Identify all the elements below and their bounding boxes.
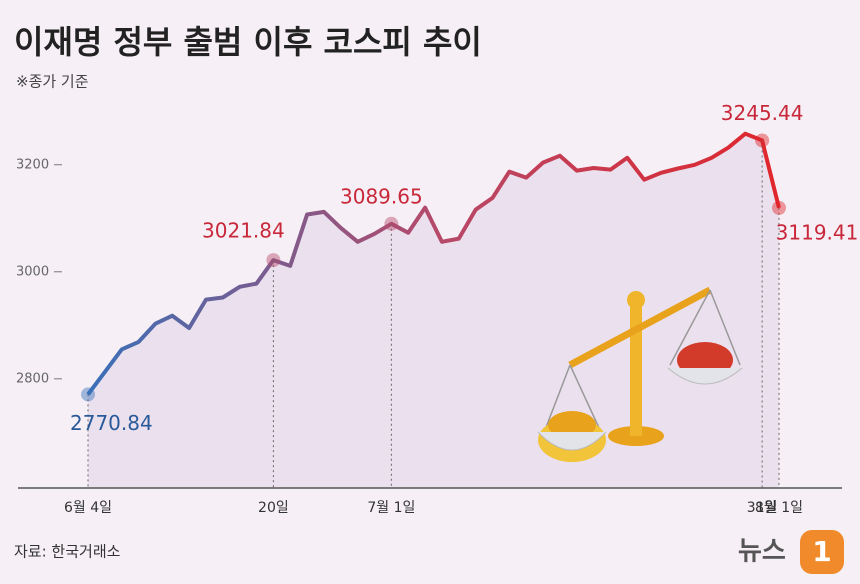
point: [755, 133, 770, 148]
data-label: 3119.41: [776, 220, 859, 244]
data-label: 3089.65: [340, 184, 423, 208]
data-label: 3245.44: [721, 101, 804, 125]
line: [86, 131, 781, 396]
chart-subtitle: ※종가 기준: [16, 73, 89, 91]
y-tick-label: 3200: [16, 157, 49, 172]
x-tick-label: 7월 1일: [367, 500, 415, 516]
credit-badge-bg: [800, 530, 844, 574]
y-tick-label: 2800: [16, 371, 49, 386]
x-tick-label: 31일: [747, 500, 778, 516]
area: [88, 133, 779, 488]
scale-illustration: [537, 286, 743, 462]
data-label: 2770.84: [70, 411, 153, 435]
y-tick-label: 3000: [16, 264, 49, 279]
x-tick-label: 6월 4일: [64, 500, 112, 516]
x-tick-label: 8월 1일: [755, 500, 803, 516]
credit-badge: 1: [812, 535, 831, 568]
source: 자료: 한국거래소: [14, 543, 121, 561]
point: [384, 216, 399, 231]
x-tick-label: 20일: [258, 500, 289, 516]
chart-title: 이재명 정부 출범 이후 코스피 추이: [14, 23, 482, 61]
point: [81, 387, 95, 402]
data-label: 3021.84: [202, 219, 285, 243]
point: [266, 253, 281, 268]
credit: 뉴스: [738, 537, 786, 567]
point: [772, 200, 786, 215]
